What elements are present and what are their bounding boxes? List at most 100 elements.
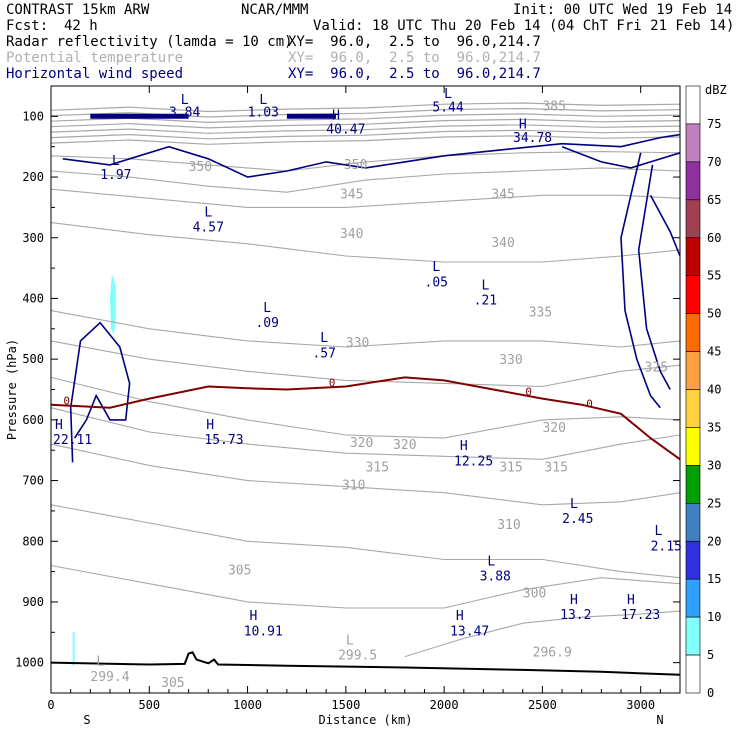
colorbar-swatch [685, 465, 701, 504]
wind-contour-25 [561, 145, 681, 169]
x-tick-label: 3000 [626, 698, 655, 712]
y-tick-label: 600 [22, 413, 44, 427]
wind-extreme-label: 34.78 [513, 131, 552, 146]
plot-frame [50, 85, 681, 694]
field-reflectivity-xy: XY= 96.0, 2.5 to 96.0,214.7 [288, 34, 541, 50]
theta-label: 340 [340, 227, 363, 242]
y-tick-label: 300 [22, 231, 44, 245]
theta-contour-340 [50, 188, 681, 208]
colorbar-swatch [685, 199, 701, 239]
south-end-label: S [83, 713, 90, 727]
theta-contour-310 [50, 443, 681, 506]
theta-label: 296.9 [533, 646, 572, 661]
x-tick-label: 1000 [233, 698, 262, 712]
valid-time: Valid: 18 UTC Thu 20 Feb 14 (04 ChT Fri … [313, 18, 735, 34]
wind-extreme-label: 2.15 [651, 539, 682, 554]
colorbar-swatch [685, 389, 701, 428]
theta-label: 320 [542, 421, 565, 436]
colorbar-swatch [685, 123, 701, 163]
wind-extreme-label: H [206, 418, 214, 433]
colorbar-swatch [685, 540, 701, 580]
wind-extreme-label: H [250, 609, 258, 624]
y-tick-label: 200 [22, 170, 44, 184]
theta-contour-300 [50, 564, 681, 609]
radar-echo [110, 274, 116, 335]
colorbar-swatch [685, 161, 701, 201]
colorbar-swatch [685, 578, 701, 618]
wind-extreme-label: L [204, 206, 212, 221]
wind-extreme-label: H [332, 108, 340, 123]
colorbar-level-label: 25 [707, 496, 721, 510]
wind-extreme-label: H [460, 439, 468, 454]
north-end-label: N [656, 713, 663, 727]
x-tick-label: 1500 [331, 698, 360, 712]
theta-contour-365 [50, 124, 681, 134]
theta-label: 345 [491, 187, 514, 202]
wind-extreme-label: H [627, 593, 635, 608]
colorbar-level-label: 15 [707, 572, 721, 586]
x-tick-label: 0 [47, 698, 54, 712]
theta-contour-355 [50, 135, 681, 145]
wind-contour-20 [69, 321, 131, 463]
y-tick-label: 400 [22, 291, 44, 305]
theta-label: 350 [344, 158, 367, 173]
colorbar-swatch [685, 654, 701, 694]
theta-label: 345 [340, 187, 363, 202]
wind-extreme-label: 17.23 [621, 608, 660, 623]
wind-extreme-label: 4.57 [193, 221, 224, 236]
colorbar-level-label: 60 [707, 231, 721, 245]
theta-contour-385 [50, 102, 681, 113]
colorbar-swatch [685, 503, 701, 542]
theta-label: 330 [346, 336, 369, 351]
wind-extreme-label: L [112, 154, 120, 169]
theta-label: 315 [544, 460, 567, 475]
theta-contour-325 [50, 340, 681, 388]
wind-contour-20 [620, 152, 661, 409]
wind-extreme-label: L [481, 278, 489, 293]
theta-label: 299.4 [90, 670, 129, 685]
theta-contour-335 [50, 222, 681, 263]
init-time: Init: 00 UTC Wed 19 Feb 14 [513, 2, 733, 18]
wind-extreme-label: 15.73 [204, 433, 243, 448]
colorbar-level-label: 65 [707, 193, 721, 207]
theta-label: 340 [491, 236, 514, 251]
wind-extreme-label: L [263, 301, 271, 316]
theta-label: 385 [542, 99, 565, 114]
wind-extreme-label: 22.11 [53, 433, 92, 448]
x-tick-label: 2000 [430, 698, 459, 712]
field-reflectivity-name: Radar reflectivity (lamda = 10 cm) [6, 34, 293, 50]
isotherm-zero-label: 0 [329, 376, 336, 389]
theta-label: 310 [342, 479, 365, 494]
wind-extreme-label: .05 [425, 275, 448, 290]
theta-label: 299.5 [338, 649, 377, 664]
colorbar-swatch [685, 351, 701, 390]
colorbar-swatch [685, 313, 701, 352]
colorbar-swatch [685, 85, 701, 125]
isotherm-zero-label: 0 [586, 398, 593, 411]
colorbar-level-label: 55 [707, 269, 721, 283]
wind-extreme-label: .09 [255, 316, 278, 331]
y-axis-title: Pressure (hPa) [5, 339, 19, 440]
theta-contour-330 [50, 310, 681, 348]
theta-label: 300 [523, 587, 546, 602]
theta-contour-305 [50, 504, 681, 579]
wind-contour-25 [637, 164, 671, 390]
colorbar-swatch [685, 237, 701, 276]
wind-extreme-label: .57 [312, 346, 335, 361]
y-tick-label: 900 [22, 595, 44, 609]
theta-contour-345 [50, 167, 681, 193]
colorbar-unit: dBZ [705, 83, 727, 97]
radar-echo [72, 632, 75, 666]
isotherm-zero-line [50, 376, 681, 461]
wind-extreme-label: 3.84 [169, 105, 200, 120]
wind-extreme-label: L [487, 555, 495, 570]
isotherm-zero-label: 0 [525, 386, 532, 399]
colorbar-swatch [685, 616, 701, 656]
wind-contour-30 [649, 194, 681, 257]
colorbar-level-label: 10 [707, 610, 721, 624]
wind-extreme-label: L [654, 524, 662, 539]
theta-label: 330 [499, 353, 522, 368]
theta-label: 305 [161, 676, 184, 691]
isotherm-zero-label: 0 [63, 395, 70, 408]
